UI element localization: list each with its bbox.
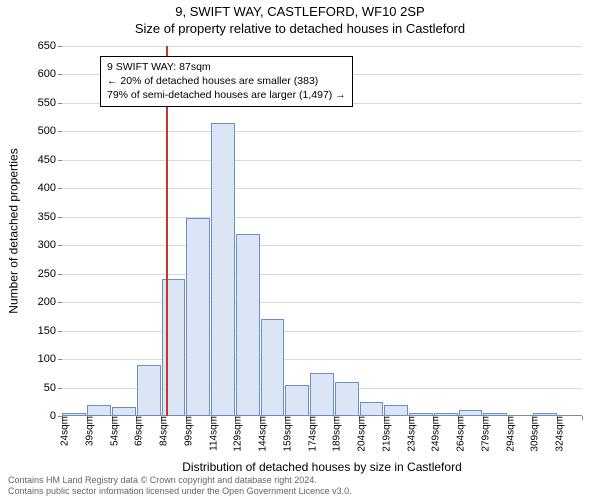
y-tick-label: 100 (38, 353, 62, 365)
y-gridline (62, 131, 582, 132)
x-tick-label: 84sqm (153, 416, 170, 446)
plot-area: 0501001502002503003504004505005506006502… (62, 46, 582, 416)
y-tick-label: 200 (38, 296, 62, 308)
y-gridline (62, 217, 582, 218)
x-tick-label: 309sqm (524, 416, 541, 452)
x-tick-label: 144sqm (252, 416, 269, 452)
histogram-bar (87, 405, 111, 416)
histogram-bar (211, 123, 235, 416)
y-tick-label: 550 (38, 97, 62, 109)
y-gridline (62, 188, 582, 189)
x-tick-label: 54sqm (103, 416, 120, 446)
x-tick-label: 174sqm (301, 416, 318, 452)
title-main: 9, SWIFT WAY, CASTLEFORD, WF10 2SP (0, 4, 600, 19)
histogram-bar (360, 402, 384, 416)
x-tick-label: 234sqm (400, 416, 417, 452)
y-gridline (62, 359, 582, 360)
y-gridline (62, 331, 582, 332)
x-tick-label: 99sqm (177, 416, 194, 446)
histogram-bar (384, 405, 408, 416)
y-tick-label: 650 (38, 40, 62, 52)
y-tick-label: 450 (38, 154, 62, 166)
chart-titles: 9, SWIFT WAY, CASTLEFORD, WF10 2SP Size … (0, 4, 600, 36)
x-tick-label: 24sqm (54, 416, 71, 446)
histogram-bar (335, 382, 359, 416)
y-gridline (62, 274, 582, 275)
annotation-box: 9 SWIFT WAY: 87sqm← 20% of detached hous… (100, 56, 353, 107)
x-tick-label: 114sqm (202, 416, 219, 451)
y-gridline (62, 245, 582, 246)
y-tick-label: 300 (38, 239, 62, 251)
x-tick-mark (582, 416, 583, 420)
annotation-line-3: 79% of semi-detached houses are larger (… (107, 88, 346, 102)
histogram-bar (310, 373, 334, 416)
title-sub: Size of property relative to detached ho… (0, 21, 600, 36)
y-gridline (62, 302, 582, 303)
x-tick-label: 189sqm (326, 416, 343, 452)
footer-line-2: Contains public sector information licen… (8, 486, 352, 497)
y-tick-label: 500 (38, 125, 62, 137)
x-tick-label: 39sqm (78, 416, 95, 446)
histogram-bar (137, 365, 161, 416)
histogram-bar (186, 218, 210, 416)
histogram-bar (285, 385, 309, 416)
x-tick-label: 219sqm (375, 416, 392, 452)
x-tick-label: 69sqm (128, 416, 145, 446)
y-tick-label: 50 (44, 382, 62, 394)
histogram-bar (236, 234, 260, 416)
x-axis-label: Distribution of detached houses by size … (62, 460, 582, 474)
x-tick-label: 159sqm (276, 416, 293, 452)
x-tick-label: 129sqm (227, 416, 244, 452)
x-tick-label: 324sqm (549, 416, 566, 452)
footer-note: Contains HM Land Registry data © Crown c… (8, 475, 352, 497)
x-tick-label: 294sqm (499, 416, 516, 452)
y-tick-label: 600 (38, 68, 62, 80)
y-tick-label: 250 (38, 268, 62, 280)
y-gridline (62, 160, 582, 161)
footer-line-1: Contains HM Land Registry data © Crown c… (8, 475, 352, 486)
y-tick-label: 350 (38, 211, 62, 223)
y-tick-label: 150 (38, 325, 62, 337)
y-axis-label: Number of detached properties (6, 46, 22, 416)
histogram-bar (112, 407, 136, 416)
histogram-bar (261, 319, 285, 416)
x-tick-label: 204sqm (351, 416, 368, 452)
annotation-line-1: 9 SWIFT WAY: 87sqm (107, 60, 346, 74)
y-tick-label: 400 (38, 182, 62, 194)
y-gridline (62, 46, 582, 47)
x-tick-label: 279sqm (474, 416, 491, 452)
annotation-line-2: ← 20% of detached houses are smaller (38… (107, 74, 346, 88)
x-tick-label: 264sqm (450, 416, 467, 452)
x-tick-label: 249sqm (425, 416, 442, 452)
